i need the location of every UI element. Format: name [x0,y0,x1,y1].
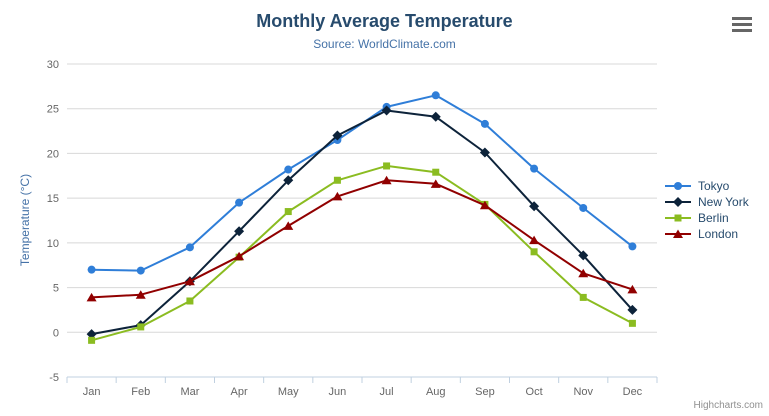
series-london-point[interactable] [529,235,540,245]
series-tokyo-point[interactable] [579,203,588,212]
series-tokyo-point[interactable] [284,165,293,174]
chart-title: Monthly Average Temperature [256,11,513,31]
y-axis-label: 5 [53,283,59,295]
series-tokyo-point[interactable] [235,198,244,207]
series-new-york-point[interactable] [283,175,294,186]
highcharts-credit[interactable]: Highcharts.com [693,400,763,411]
series-berlin-point[interactable] [284,208,292,216]
series-london-point[interactable] [86,292,97,302]
series-new-york-point[interactable] [430,111,441,122]
series-berlin-point[interactable] [383,162,391,170]
legend: Tokyo New York Berlin London [663,178,749,242]
series-new-york-point[interactable] [627,304,638,315]
x-axis-label: Jul [380,386,394,398]
series-berlin-line[interactable] [90,164,634,342]
legend-marker[interactable] [673,197,683,207]
chart-subtitle: Source: WorldClimate.com [313,37,456,51]
series-tokyo-point[interactable] [431,91,440,100]
series-london-point[interactable] [332,191,343,201]
series-tokyo-point[interactable] [530,164,539,173]
series-london-line[interactable] [90,179,634,299]
series-new-york [86,105,638,340]
series-tokyo-point[interactable] [480,119,489,128]
series-new-york-point[interactable] [529,201,540,212]
x-axis-label: Oct [526,386,543,398]
berlin-square-legend-icon [665,214,691,222]
series-new-york-point[interactable] [234,226,245,237]
x-axis-label: Mar [180,386,199,398]
y-axis-label: 0 [53,327,59,339]
y-axis-label: 15 [47,193,59,205]
legend-item-new-york[interactable]: New York [663,194,749,210]
series-tokyo-point[interactable] [628,242,637,251]
new-york-diamond-legend-icon [665,197,691,207]
x-axis-label: Feb [131,386,150,398]
export-menu-button[interactable] [730,16,754,33]
series-tokyo-point[interactable] [87,265,96,274]
series-berlin-point[interactable] [628,319,636,327]
london-triangle-legend-icon [665,229,691,239]
x-axis-label: Jan [83,386,101,398]
legend-item-berlin[interactable]: Berlin [663,210,749,226]
series-london-point[interactable] [479,200,490,210]
series-london-point[interactable] [430,179,441,188]
series-berlin-point[interactable] [432,168,440,176]
series-tokyo-point[interactable] [185,243,194,252]
series-london-point[interactable] [578,268,589,278]
legend-marker[interactable] [674,214,682,222]
y-axis-label: 30 [47,59,59,71]
series-tokyo-point[interactable] [136,266,145,275]
series-new-york-point[interactable] [332,130,343,141]
y-axis-title: Temperature (°C) [18,174,32,266]
series-london-point[interactable] [283,221,294,230]
axis-labels-group: -5 0 5 10 15 20 25 30 Jan Feb Mar Apr May Jun Jul Aug Se… [47,59,643,398]
series-berlin-point[interactable] [137,323,145,331]
legend-item-label: London [698,227,739,241]
series-new-york-point[interactable] [381,105,392,116]
axes-group [66,376,658,383]
series-london-point[interactable] [381,175,392,185]
legend-item-label: Tokyo [698,179,730,193]
series-london-point[interactable] [234,251,245,261]
series-berlin-point[interactable] [333,176,341,184]
series-berlin-point[interactable] [186,297,194,305]
series-group [86,91,638,344]
x-axis-label: May [278,386,299,398]
y-axis-label: 10 [47,238,59,250]
series-london-point[interactable] [627,284,638,294]
series-new-york-line[interactable] [90,109,634,336]
legend-item-label: New York [698,195,749,209]
series-new-york-point[interactable] [86,329,97,340]
x-axis-label: Jun [329,386,347,398]
series-new-york-point[interactable] [578,250,589,261]
series-tokyo-line[interactable] [90,94,634,272]
tokyo-circle-legend-icon [665,182,691,190]
legend-item-tokyo[interactable]: Tokyo [663,178,749,194]
series-berlin-point[interactable] [579,293,587,301]
y-axis-label: 20 [47,148,59,160]
legend-marker[interactable] [674,182,682,190]
series-london-point[interactable] [135,290,146,299]
x-axis-label: Aug [426,386,446,398]
series-berlin-point[interactable] [530,248,538,256]
series-new-york-point[interactable] [479,147,490,158]
gridlines-group [67,63,657,378]
series-london-point[interactable] [184,276,195,286]
legend-marker[interactable] [673,229,683,239]
y-axis-label: -5 [49,372,59,384]
series-berlin-point[interactable] [88,336,96,344]
legend-item-london[interactable]: London [663,226,749,242]
x-axis-label: Dec [623,386,643,398]
series-tokyo [87,91,637,275]
x-axis-label: Nov [573,386,593,398]
y-axis-label: 25 [47,104,59,116]
legend-item-label: Berlin [698,211,729,225]
x-axis-label: Apr [231,386,248,398]
series-london [86,175,638,302]
x-axis-label: Sep [475,386,495,398]
